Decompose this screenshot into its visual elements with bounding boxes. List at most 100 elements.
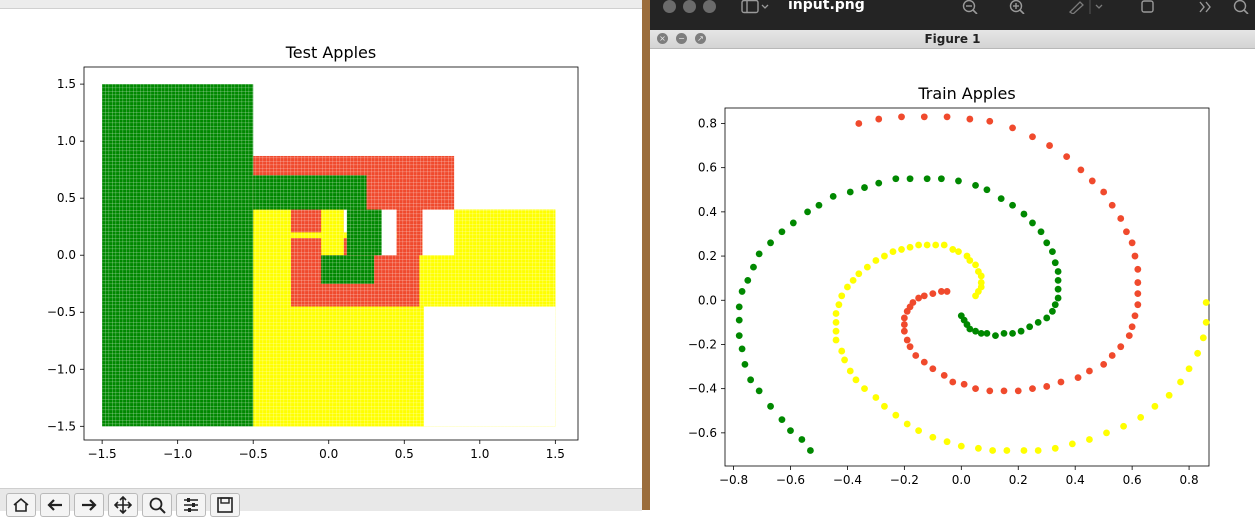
train-point <box>929 433 937 441</box>
test-apples-y-tick-label: −1.5 <box>47 419 76 433</box>
figure-window-titlebar[interactable]: × − ↗ Figure 1 <box>650 30 1255 49</box>
configure-subplots-button[interactable] <box>176 493 206 517</box>
train-point <box>789 219 797 227</box>
test-apples-x-tick-label: −0.5 <box>239 447 268 461</box>
train-apples-chart-title: Train Apples <box>917 84 1015 103</box>
train-point <box>1086 367 1093 375</box>
train-point <box>747 376 755 384</box>
train-point <box>881 252 888 260</box>
train-point <box>972 181 979 189</box>
train-point <box>1128 239 1136 247</box>
train-point <box>1100 360 1108 368</box>
preview-window: input.png × − ↗ Figu <box>650 0 1255 510</box>
train-point <box>807 447 814 454</box>
train-point <box>898 246 905 253</box>
train-point <box>940 241 948 249</box>
train-point <box>1049 248 1056 256</box>
train-point <box>1134 301 1142 309</box>
figure-maximize-icon[interactable]: ↗ <box>695 33 706 44</box>
train-point <box>1051 301 1059 309</box>
train-point <box>972 327 979 335</box>
train-apples-x-tick-label: 0.0 <box>952 473 971 487</box>
train-point <box>889 248 897 256</box>
more-chevron-icon[interactable] <box>1198 0 1214 14</box>
back-arrow-button[interactable] <box>40 493 70 517</box>
preview-titlebar[interactable]: input.png <box>650 0 1255 30</box>
search-icon[interactable] <box>1232 0 1252 14</box>
save-button[interactable] <box>210 493 240 517</box>
zoom-in-icon[interactable] <box>1009 0 1027 14</box>
train-point <box>1120 422 1127 430</box>
train-point <box>735 316 743 324</box>
train-point <box>835 301 843 309</box>
train-point <box>937 175 945 183</box>
train-point <box>804 208 811 216</box>
test-apples-x-tick-label: 1.0 <box>470 447 489 461</box>
train-point <box>778 228 786 236</box>
zoom-icon <box>149 497 166 514</box>
save-icon <box>217 497 233 513</box>
train-point <box>903 336 911 344</box>
train-point <box>1134 290 1142 298</box>
train-point <box>983 330 991 337</box>
train-point <box>1051 259 1059 267</box>
train-apples-y-tick-label: −0.6 <box>688 426 717 440</box>
train-point <box>846 188 854 196</box>
train-point <box>989 447 997 454</box>
train-apples-axes-frame <box>724 107 1210 467</box>
train-apples-x-tick-label: 0.2 <box>1009 473 1028 487</box>
zoom-out-icon[interactable] <box>962 0 980 14</box>
train-apples-y-tick-label: 0.6 <box>698 161 717 175</box>
train-point <box>1003 447 1011 454</box>
train-point <box>767 402 774 410</box>
close-dot[interactable] <box>663 0 676 13</box>
test-apples-y-tick-label: −0.5 <box>47 305 76 319</box>
train-point <box>1134 279 1142 286</box>
train-point <box>1026 323 1034 331</box>
train-point <box>741 360 749 368</box>
zoom-dot[interactable] <box>703 0 716 13</box>
train-point <box>920 113 928 121</box>
train-point <box>755 387 763 395</box>
train-point <box>906 243 914 251</box>
test-apples-chart-title: Test Apples <box>285 43 376 62</box>
markup-pen-icon[interactable] <box>1068 0 1108 14</box>
train-apples-x-tick-label: 0.6 <box>1123 473 1142 487</box>
train-point <box>846 367 854 375</box>
train-point <box>1037 228 1045 236</box>
train-point <box>1034 318 1042 326</box>
train-point <box>1054 276 1062 284</box>
sidebar-toggle-icon[interactable] <box>740 0 770 14</box>
train-point <box>1131 252 1139 260</box>
train-point <box>923 175 931 183</box>
train-point <box>986 117 994 125</box>
train-point <box>906 175 914 183</box>
train-point <box>1009 330 1016 337</box>
figure-minimize-icon[interactable]: − <box>676 33 687 44</box>
pan-button[interactable] <box>108 493 138 517</box>
train-point <box>943 113 951 121</box>
home-button[interactable] <box>6 493 36 517</box>
window-icon[interactable] <box>1140 0 1156 14</box>
figure-close-icon[interactable]: × <box>657 33 668 44</box>
train-point <box>750 263 757 271</box>
zoom-button[interactable] <box>142 493 172 517</box>
train-point <box>832 327 840 335</box>
train-point <box>957 442 965 450</box>
train-point <box>861 385 868 393</box>
train-point <box>963 252 971 260</box>
minimize-dot[interactable] <box>683 0 696 13</box>
configure-subplots-icon <box>184 498 198 512</box>
forward-arrow-button[interactable] <box>74 493 104 517</box>
train-apples-chart: Train Apples −0.8 −0.6 −0.4 −0.2 0.0 0.2 0.4 0.6… <box>688 84 1210 487</box>
train-point <box>1185 365 1193 373</box>
train-point <box>1009 124 1016 132</box>
train-point <box>997 195 1005 203</box>
train-point <box>1043 239 1051 247</box>
train-point <box>1020 210 1028 218</box>
train-point <box>1100 188 1108 196</box>
train-point <box>1057 378 1065 386</box>
train-point <box>920 292 928 300</box>
left-window-titlebar[interactable] <box>0 0 642 9</box>
train-point <box>906 343 914 351</box>
